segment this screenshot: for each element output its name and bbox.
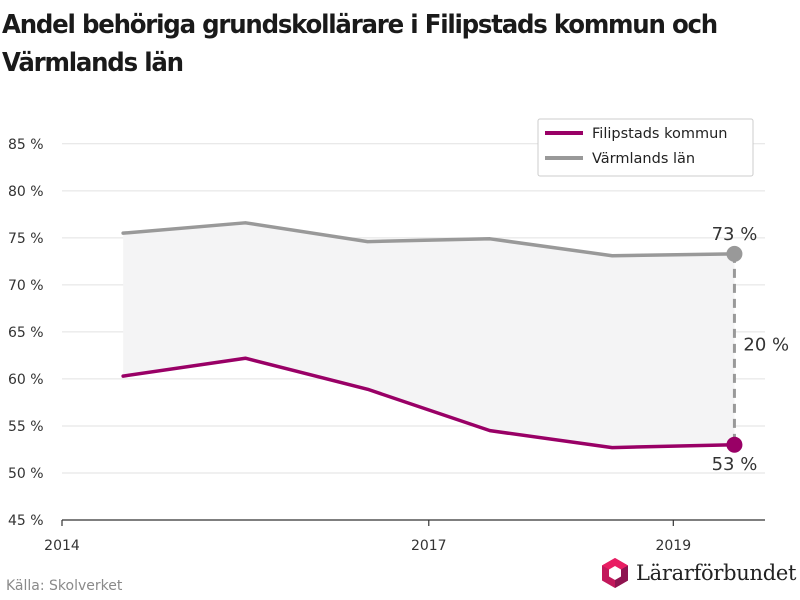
x-tick-label: 2019: [655, 538, 691, 554]
end-label-bottom: 53 %: [712, 454, 758, 475]
series-line-filipstad: [121, 356, 737, 450]
y-tick-label: 60 %: [8, 372, 44, 388]
y-tick-label: 55 %: [8, 419, 44, 435]
line-chart: 45 % 50 % 55 % 60 % 65 % 70 % 75 % 80 % 85 % 201…: [8, 118, 789, 554]
end-label-top: 73 %: [712, 224, 758, 245]
y-tick-label: 65 %: [8, 325, 44, 341]
legend-label-varmland: Värmlands län: [592, 151, 695, 167]
end-markers: [726, 245, 743, 453]
y-tick-label: 70 %: [8, 278, 44, 294]
gap-shaded-area: [123, 222, 735, 448]
lararforbundet-logo: Lärarförbundet: [600, 557, 796, 589]
y-tick-label: 45 %: [8, 513, 44, 529]
y-axis-ticks: 45 % 50 % 55 % 60 % 65 % 70 % 75 % 80 % 85 %: [8, 137, 44, 529]
x-axis-ticks: 2014 2017 2019: [44, 520, 691, 554]
legend-label-filipstad: Filipstads kommun: [592, 126, 727, 142]
chart-title: Andel behöriga grundskollärare i Filipst…: [2, 10, 718, 78]
source-note: Källa: Skolverket: [6, 578, 123, 594]
x-tick-label: 2014: [44, 538, 80, 554]
gap-label: 20 %: [743, 334, 789, 355]
y-tick-label: 50 %: [8, 466, 44, 482]
hexagon-logo-icon: [602, 558, 628, 588]
y-tick-label: 75 %: [8, 231, 44, 247]
legend-box: [537, 118, 754, 177]
series-line-varmland: [121, 221, 737, 258]
end-marker-varmland: [726, 245, 743, 262]
legend: Filipstads kommun Värmlands län: [537, 118, 754, 177]
y-tick-label: 85 %: [8, 137, 44, 153]
end-marker-filipstad: [726, 436, 743, 453]
x-tick-label: 2017: [411, 538, 447, 554]
y-tick-label: 80 %: [8, 184, 44, 200]
series-lines: [121, 221, 737, 450]
logo-text: Lärarförbundet: [636, 561, 797, 585]
